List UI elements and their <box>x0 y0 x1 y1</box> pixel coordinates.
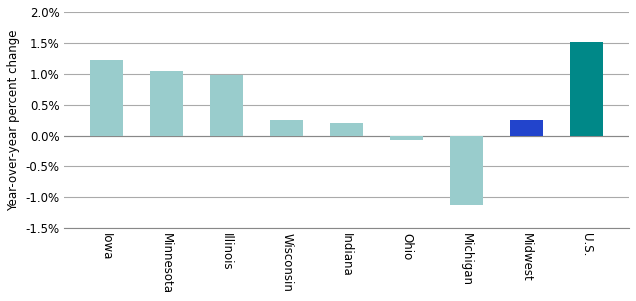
Bar <box>90 60 123 135</box>
Bar <box>391 135 424 140</box>
Bar <box>270 120 303 135</box>
Bar <box>570 42 604 135</box>
Bar <box>211 75 243 135</box>
Bar <box>150 71 183 135</box>
Y-axis label: Year-over-year percent change: Year-over-year percent change <box>7 29 20 211</box>
Bar <box>330 123 363 135</box>
Bar <box>450 135 483 205</box>
Bar <box>510 120 543 135</box>
